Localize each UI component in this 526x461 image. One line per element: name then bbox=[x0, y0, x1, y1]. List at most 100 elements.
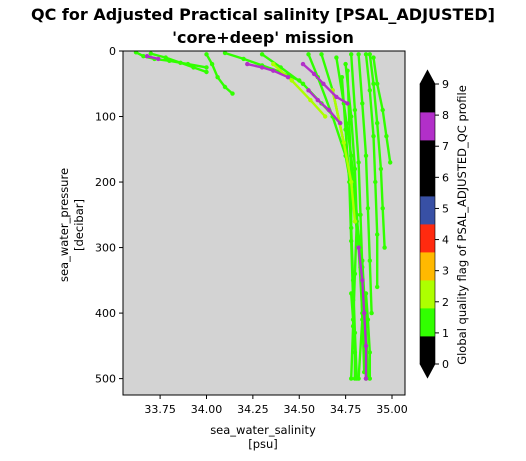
profile-line bbox=[246, 62, 290, 79]
data-point bbox=[352, 350, 358, 355]
data-point bbox=[371, 81, 376, 87]
data-point bbox=[209, 61, 215, 67]
data-point bbox=[339, 75, 345, 80]
colorbar-segment bbox=[420, 112, 435, 141]
y-tick-label: 0 bbox=[109, 45, 116, 58]
colorbar-label: Global quality flag of PSAL_ADJUSTED_QC … bbox=[455, 85, 469, 365]
data-point bbox=[363, 52, 369, 57]
profile-line bbox=[368, 53, 386, 249]
colorbar-extend-bottom bbox=[419, 363, 436, 379]
y-tick-label: 100 bbox=[95, 111, 116, 124]
data-point bbox=[163, 55, 168, 60]
profile-line bbox=[272, 62, 327, 118]
data-point bbox=[245, 61, 250, 67]
data-point bbox=[375, 120, 380, 126]
data-point bbox=[380, 206, 385, 211]
data-point bbox=[360, 278, 365, 283]
colorbar-segment bbox=[420, 224, 435, 253]
data-point bbox=[350, 317, 356, 322]
data-point bbox=[345, 101, 350, 106]
series-flag-2 bbox=[271, 61, 358, 224]
colorbar-segment bbox=[420, 308, 435, 337]
colorbar-segment bbox=[420, 252, 435, 281]
x-axis-unit: [psu] bbox=[248, 437, 278, 451]
data-point bbox=[367, 350, 372, 355]
data-point bbox=[352, 376, 358, 381]
profile-line bbox=[307, 89, 342, 125]
data-point bbox=[204, 52, 209, 57]
profile-line bbox=[331, 89, 357, 223]
data-point bbox=[306, 88, 311, 93]
chart-title: QC for Adjusted Practical salinity [PSAL… bbox=[31, 5, 495, 24]
x-tick-label: 35.00 bbox=[376, 403, 408, 416]
data-point bbox=[352, 107, 358, 113]
colorbar-segment bbox=[420, 280, 435, 309]
y-tick-label: 200 bbox=[95, 176, 116, 189]
data-point bbox=[133, 51, 139, 55]
data-point bbox=[241, 56, 246, 62]
data-point bbox=[349, 52, 354, 57]
data-point bbox=[343, 61, 348, 67]
colorbar-segment bbox=[420, 84, 435, 113]
colorbar-tick-label: 3 bbox=[442, 265, 449, 278]
data-point bbox=[178, 60, 183, 65]
data-point bbox=[271, 61, 276, 67]
data-point bbox=[259, 65, 265, 70]
data-point bbox=[384, 134, 389, 139]
data-point bbox=[356, 52, 361, 57]
data-point bbox=[358, 212, 363, 217]
data-point bbox=[222, 84, 228, 90]
data-point bbox=[367, 376, 372, 381]
data-point bbox=[363, 291, 369, 296]
y-axis: 0 100 200 300 400 500 bbox=[95, 45, 123, 386]
data-point bbox=[230, 91, 235, 96]
data-point bbox=[315, 97, 320, 103]
colorbar-segment bbox=[420, 168, 435, 197]
data-point bbox=[388, 160, 393, 165]
data-point bbox=[321, 81, 326, 87]
data-point bbox=[271, 68, 276, 73]
data-point bbox=[222, 51, 228, 56]
data-point bbox=[259, 52, 265, 57]
colorbar-segment bbox=[420, 336, 435, 365]
data-point bbox=[349, 291, 354, 296]
data-point bbox=[352, 166, 358, 172]
colorbar-tick-label: 6 bbox=[442, 171, 449, 184]
data-point bbox=[341, 140, 346, 145]
data-point bbox=[345, 68, 350, 73]
data-point bbox=[289, 78, 294, 83]
y-axis-unit: [decibar] bbox=[72, 199, 86, 251]
data-point bbox=[156, 56, 161, 62]
chart-subtitle: 'core+deep' mission bbox=[172, 28, 354, 47]
colorbar-tick-label: 5 bbox=[442, 202, 449, 215]
data-layer bbox=[133, 51, 393, 381]
data-point bbox=[334, 55, 339, 60]
x-tick-label: 34.25 bbox=[237, 403, 269, 416]
data-point bbox=[308, 97, 313, 103]
data-point bbox=[375, 81, 380, 87]
data-point bbox=[360, 101, 365, 106]
data-point bbox=[371, 55, 376, 60]
colorbar-tick-label: 4 bbox=[442, 234, 449, 247]
series-flag-8 bbox=[144, 54, 369, 381]
series-flag-1 bbox=[133, 51, 393, 381]
data-point bbox=[141, 54, 146, 59]
colorbar-segment bbox=[420, 140, 435, 169]
colorbar-tick-label: 8 bbox=[442, 109, 449, 122]
data-point bbox=[367, 52, 372, 57]
y-tick-label: 500 bbox=[95, 373, 116, 386]
data-point bbox=[337, 120, 343, 126]
profile-line bbox=[357, 53, 373, 315]
data-point bbox=[365, 317, 371, 322]
data-point bbox=[323, 114, 328, 119]
y-tick-label: 300 bbox=[95, 242, 116, 255]
colorbar-segment bbox=[420, 196, 435, 225]
x-tick-label: 34.00 bbox=[191, 403, 223, 416]
data-point bbox=[352, 219, 358, 224]
profile-line bbox=[364, 53, 379, 289]
colorbar-frame bbox=[419, 83, 436, 365]
data-point bbox=[306, 52, 311, 57]
colorbar-tick-label: 0 bbox=[442, 358, 449, 371]
colorbar-extend-top bbox=[419, 69, 436, 85]
